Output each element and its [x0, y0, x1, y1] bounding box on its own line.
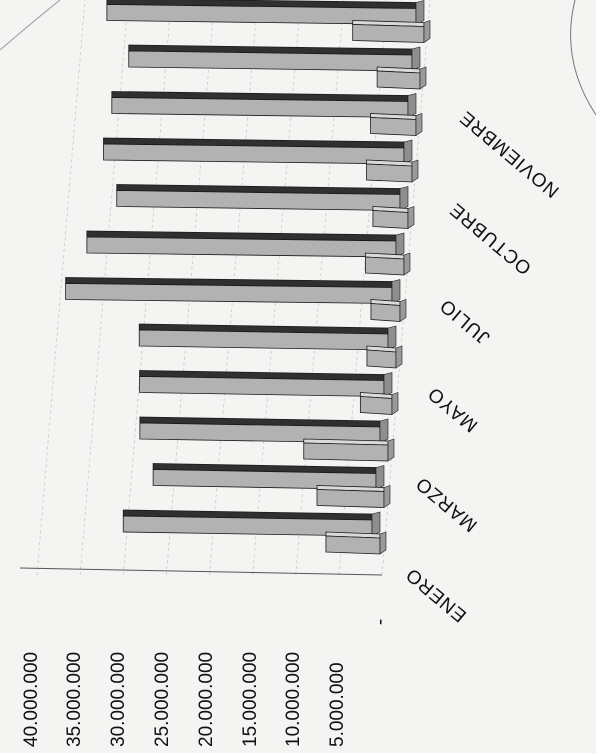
bar-series1-side: [403, 139, 413, 165]
bar-series2: [316, 489, 385, 508]
bar-series2: [366, 349, 397, 369]
gridline: [36, 0, 86, 576]
bar-series1-side: [383, 372, 393, 397]
bar-series2: [359, 396, 393, 415]
bar-series2: [365, 256, 405, 276]
bar-series1-side: [379, 418, 389, 444]
bar-series2-side: [415, 113, 423, 137]
bar-series2: [366, 163, 413, 183]
decorative-curve: [570, 0, 596, 116]
bar-series2: [372, 210, 409, 229]
bar-series1: [139, 376, 385, 397]
value-tick-label: 30.000.000: [108, 652, 129, 747]
value-tick-label: 20.000.000: [196, 652, 217, 747]
bar-series1: [116, 190, 401, 211]
bar-series2-side: [395, 345, 403, 369]
bar-series2: [325, 535, 381, 555]
value-tick-label: 25.000.000: [152, 652, 173, 747]
bar-series1-side: [395, 232, 405, 258]
bar-series1-side: [415, 0, 425, 25]
bar-series1: [103, 143, 405, 165]
category-label: OCTUBRE: [446, 198, 536, 278]
value-tick-label: -: [370, 619, 391, 625]
bar-series2: [303, 442, 389, 462]
value-tick-label: 35.000.000: [64, 652, 85, 747]
category-label: ENERO: [402, 563, 471, 626]
bar-series1-side: [371, 511, 381, 537]
bar-series2-side: [387, 438, 395, 462]
value-tick-label: 40.000.000: [21, 652, 42, 747]
bar-series2-side: [383, 485, 391, 509]
bar-series1-side: [411, 46, 421, 72]
bar-series2: [376, 70, 421, 90]
bar-series2-side: [411, 159, 419, 183]
value-tick-label: 10.000.000: [283, 652, 304, 747]
bar-series2-side: [399, 299, 407, 323]
axis-floor-line: [19, 567, 383, 576]
value-tick-label: 15.000.000: [240, 652, 261, 747]
bar-series2-side: [403, 252, 411, 276]
category-label: JULIO: [436, 294, 495, 348]
bar-series1: [128, 50, 413, 72]
bar-series2-side: [419, 66, 427, 90]
bar-series1-side: [391, 279, 401, 304]
bar-series2-side: [423, 20, 431, 44]
bar-series2-side: [407, 206, 415, 230]
bar-series1: [65, 283, 393, 304]
decorative-curve: [0, 0, 61, 51]
value-tick-label: 5.000.000: [327, 662, 348, 747]
bar-series1-side: [407, 93, 417, 118]
bar-series1-side: [375, 465, 385, 490]
category-label: MARZO: [412, 472, 482, 535]
bars: [65, 0, 431, 555]
bar-series2: [370, 303, 401, 322]
bar-series2-side: [379, 531, 387, 555]
bar-series1-side: [399, 186, 409, 211]
bar-series2: [352, 24, 425, 43]
bar-series1-side: [387, 325, 397, 351]
gridline: [381, 0, 431, 576]
value-axis-ticks: - 5.000.000 10.000.000 15.000.000 20.000.000…: [21, 619, 391, 747]
bar-series1: [111, 97, 409, 118]
bar-series2: [370, 117, 417, 136]
category-label: NOVIEMBRE: [456, 106, 564, 201]
bar-series1: [86, 236, 397, 258]
bar-series2-side: [391, 392, 399, 416]
bar-series1: [138, 329, 389, 351]
category-label: MAYO: [424, 382, 482, 436]
